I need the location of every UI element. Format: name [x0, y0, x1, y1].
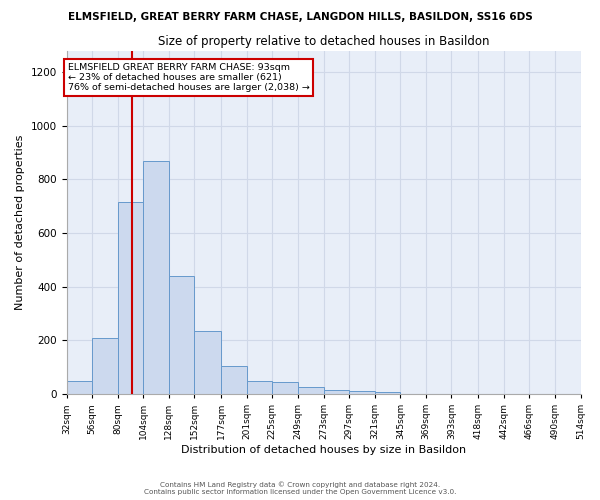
Bar	[272, 382, 298, 394]
Bar	[169, 276, 194, 394]
Y-axis label: Number of detached properties: Number of detached properties	[15, 134, 25, 310]
Bar	[349, 391, 374, 394]
Bar	[374, 392, 400, 394]
Title: Size of property relative to detached houses in Basildon: Size of property relative to detached ho…	[158, 35, 489, 48]
Bar	[323, 390, 349, 394]
Bar	[247, 380, 272, 394]
Bar	[194, 331, 221, 394]
Bar	[298, 388, 323, 394]
Bar	[143, 160, 169, 394]
Text: ELMSFIELD GREAT BERRY FARM CHASE: 93sqm
← 23% of detached houses are smaller (62: ELMSFIELD GREAT BERRY FARM CHASE: 93sqm …	[68, 62, 310, 92]
Bar	[118, 202, 143, 394]
Text: Contains HM Land Registry data © Crown copyright and database right 2024.
Contai: Contains HM Land Registry data © Crown c…	[144, 482, 456, 495]
Text: ELMSFIELD, GREAT BERRY FARM CHASE, LANGDON HILLS, BASILDON, SS16 6DS: ELMSFIELD, GREAT BERRY FARM CHASE, LANGD…	[68, 12, 532, 22]
Bar	[67, 380, 92, 394]
Bar	[221, 366, 247, 394]
Bar	[92, 338, 118, 394]
X-axis label: Distribution of detached houses by size in Basildon: Distribution of detached houses by size …	[181, 445, 466, 455]
